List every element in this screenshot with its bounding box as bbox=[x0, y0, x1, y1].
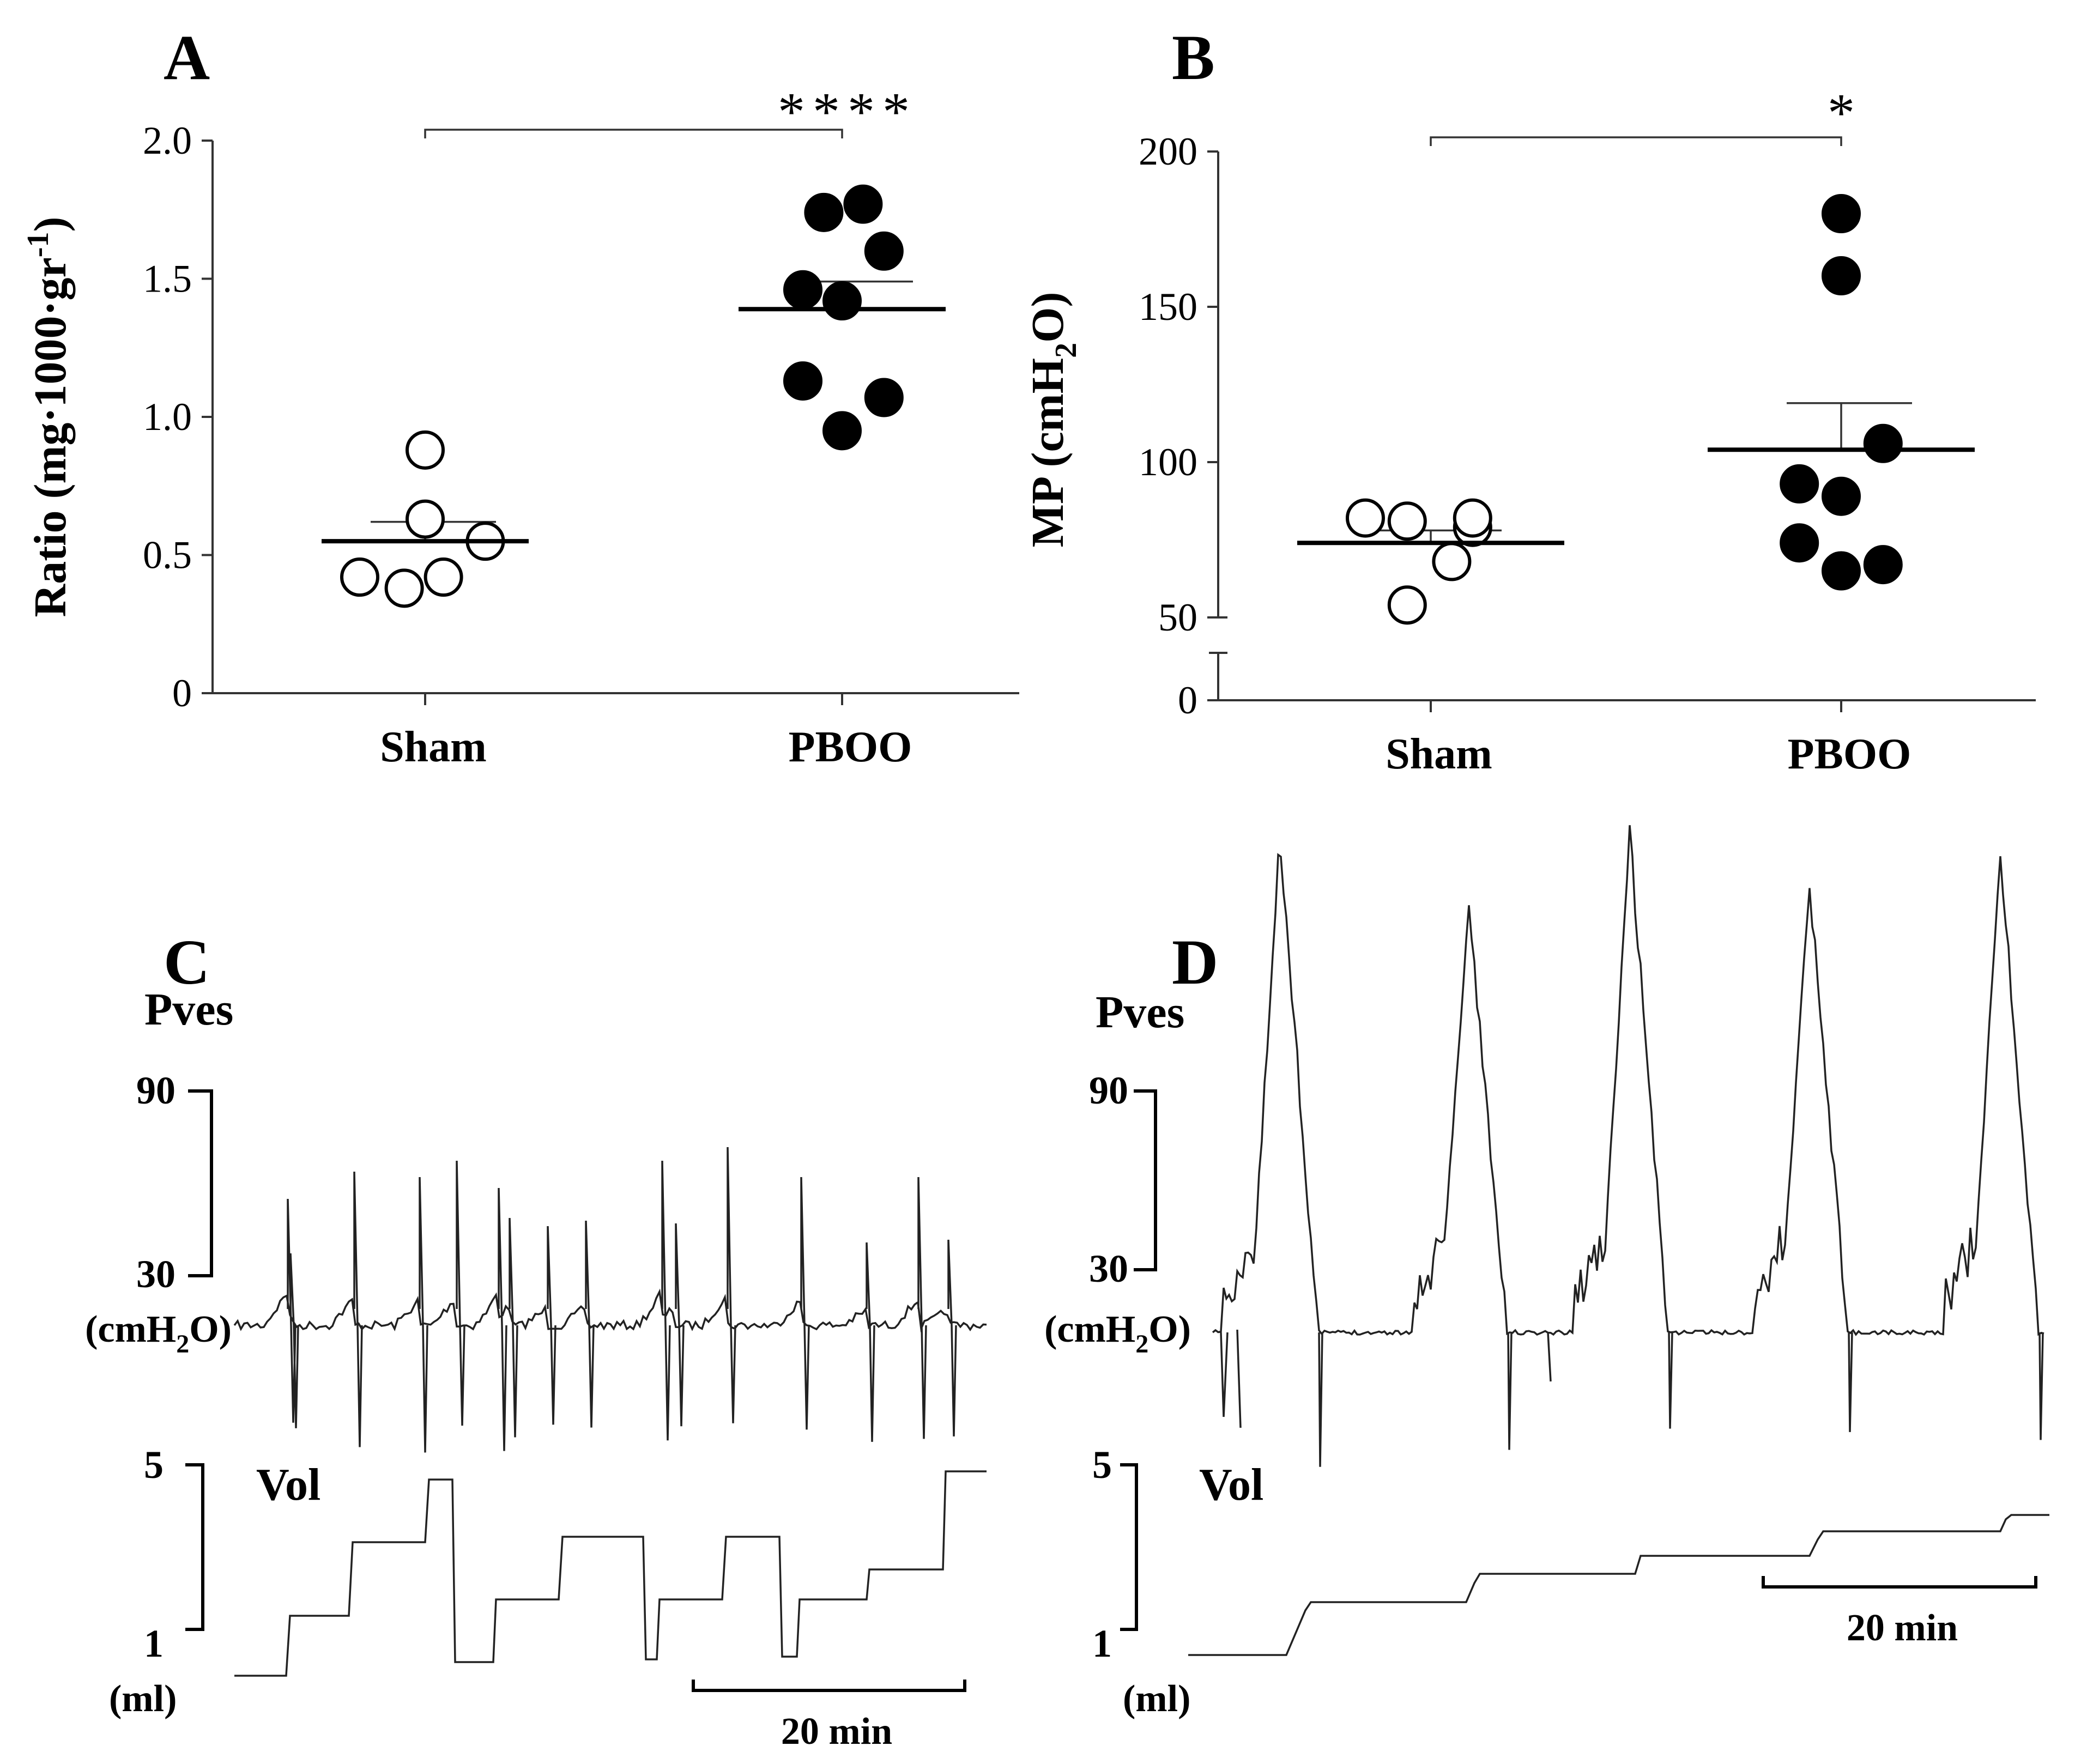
data-point-filled bbox=[783, 270, 822, 310]
data-point-filled bbox=[864, 378, 904, 417]
panel-c-pressure-unit: (cmH2O) bbox=[85, 1308, 232, 1359]
y-tick-label: 0.5 bbox=[143, 534, 192, 577]
panel-c-pressure-label: Pves bbox=[144, 984, 233, 1035]
y-tick-label: 200 bbox=[1139, 130, 1197, 173]
data-point-open bbox=[1387, 585, 1427, 625]
panel-a-ticks: 0 0.5 1.0 1.5 2.0 bbox=[143, 119, 213, 715]
data-point-filled bbox=[1822, 551, 1861, 591]
y-tick-label: 50 bbox=[1158, 596, 1197, 639]
panel-d-volume-unit: (ml) bbox=[1123, 1678, 1190, 1720]
panel-c-pressure-scale-bottom: 30 bbox=[136, 1252, 176, 1296]
data-point-open bbox=[340, 557, 379, 597]
panel-b-ticks: 0 50 100 150 200 bbox=[1139, 130, 1218, 722]
panel-c: C Pves 90 30 (cmH2O) Vol 5 1 (ml) 20 min bbox=[85, 926, 987, 1753]
panel-c-volume-scale-bar bbox=[185, 1463, 204, 1631]
panel-b-significance: * bbox=[1828, 82, 1855, 143]
data-point-filled bbox=[1780, 464, 1819, 504]
panel-d-pressure-unit: (cmH2O) bbox=[1044, 1308, 1191, 1359]
panel-c-volume-unit: (ml) bbox=[109, 1678, 177, 1720]
panel-b-categories: Sham PBOO bbox=[1386, 700, 1911, 778]
bracket-line bbox=[424, 129, 843, 138]
data-point-filled bbox=[1822, 256, 1861, 295]
bracket-line bbox=[1430, 136, 1842, 146]
y-tick-label: 2.0 bbox=[143, 119, 192, 162]
data-point-filled bbox=[822, 411, 862, 451]
panel-d-time-bar bbox=[1762, 1576, 2037, 1589]
panel-d-letter: D bbox=[1172, 926, 1218, 998]
panel-c-volume-scale-top: 5 bbox=[144, 1443, 164, 1487]
y-tick-label: 1.0 bbox=[143, 395, 192, 439]
data-point-open bbox=[384, 568, 424, 608]
panel-c-pressure-trace bbox=[233, 1147, 987, 1453]
panel-b-letter: B bbox=[1172, 22, 1215, 93]
data-point-open bbox=[424, 557, 463, 597]
panel-d: D Pves 90 30 (cmH2O) Vol 5 1 (ml) 20 min bbox=[1044, 825, 2049, 1720]
data-point-filled bbox=[1822, 194, 1861, 233]
data-point-filled bbox=[822, 281, 862, 321]
panel-d-volume-scale-bar bbox=[1120, 1463, 1138, 1631]
panel-b-data bbox=[1297, 194, 1975, 625]
y-tick-label: 1.5 bbox=[143, 257, 192, 301]
data-point-open bbox=[406, 430, 445, 470]
panel-d-pressure-scale-bottom: 30 bbox=[1089, 1247, 1128, 1290]
x-category-label: PBOO bbox=[1788, 730, 1911, 778]
data-point-open bbox=[1387, 501, 1427, 541]
data-point-filled bbox=[1822, 476, 1861, 516]
panel-a-significance: **** bbox=[778, 81, 917, 142]
panel-b-y-label: MP (cmH2O) bbox=[1023, 292, 1083, 548]
panel-d-volume-scale-bottom: 1 bbox=[1092, 1622, 1112, 1665]
data-point-open bbox=[406, 499, 445, 539]
panel-b-significance-bracket bbox=[1430, 136, 1842, 146]
data-point-filled bbox=[1863, 423, 1903, 463]
data-point-open bbox=[1432, 542, 1472, 581]
panel-b: B 0 50 100 150 200 Sham PBOO MP (cmH2O) * bbox=[1023, 22, 2036, 778]
data-point-filled bbox=[1863, 545, 1903, 585]
panel-a-categories: Sham PBOO bbox=[380, 693, 912, 771]
panel-c-pressure-scale-top: 90 bbox=[136, 1069, 176, 1112]
panel-a: A 0 0.5 1.0 1.5 2.0 Sham PBOO Ratio (mg·1000·… bbox=[21, 22, 1019, 771]
panel-a-letter: A bbox=[164, 22, 210, 93]
data-point-filled bbox=[1780, 523, 1819, 563]
panel-d-pressure-label: Pves bbox=[1096, 987, 1184, 1038]
panel-d-volume-trace bbox=[1188, 1514, 2049, 1656]
panel-c-time-label: 20 min bbox=[781, 1711, 892, 1753]
data-point-open bbox=[1346, 498, 1385, 538]
panel-d-time-label: 20 min bbox=[1847, 1607, 1958, 1649]
panel-c-volume-label: Vol bbox=[256, 1459, 320, 1510]
panel-d-volume-label: Vol bbox=[1199, 1459, 1263, 1510]
panel-c-pressure-scale-bar bbox=[188, 1089, 213, 1277]
y-tick-label: 150 bbox=[1139, 285, 1197, 329]
y-tick-label: 0 bbox=[172, 671, 192, 715]
x-category-label: PBOO bbox=[789, 723, 912, 771]
x-category-label: Sham bbox=[380, 723, 487, 771]
panel-c-volume-trace bbox=[234, 1470, 987, 1677]
panel-c-time-bar bbox=[692, 1680, 966, 1692]
panel-d-pressure-scale-bar bbox=[1134, 1089, 1157, 1271]
y-tick-label: 100 bbox=[1139, 440, 1197, 484]
panel-d-pressure-scale-top: 90 bbox=[1089, 1069, 1128, 1112]
panel-d-pressure-trace bbox=[1212, 825, 2044, 1467]
panel-d-volume-scale-top: 5 bbox=[1092, 1443, 1112, 1487]
panel-a-data bbox=[322, 184, 946, 608]
x-category-label: Sham bbox=[1386, 730, 1492, 778]
panel-a-significance-bracket bbox=[424, 129, 843, 138]
data-point-filled bbox=[783, 361, 822, 401]
data-point-filled bbox=[864, 231, 904, 271]
data-point-open bbox=[1453, 498, 1492, 538]
data-point-filled bbox=[843, 184, 883, 224]
data-point-filled bbox=[804, 192, 844, 232]
panel-c-letter: C bbox=[164, 926, 210, 998]
panel-a-y-label: Ratio (mg·1000·gr-1) bbox=[21, 217, 76, 617]
y-tick-label: 0 bbox=[1178, 678, 1197, 722]
panel-c-volume-scale-bottom: 1 bbox=[144, 1622, 164, 1665]
